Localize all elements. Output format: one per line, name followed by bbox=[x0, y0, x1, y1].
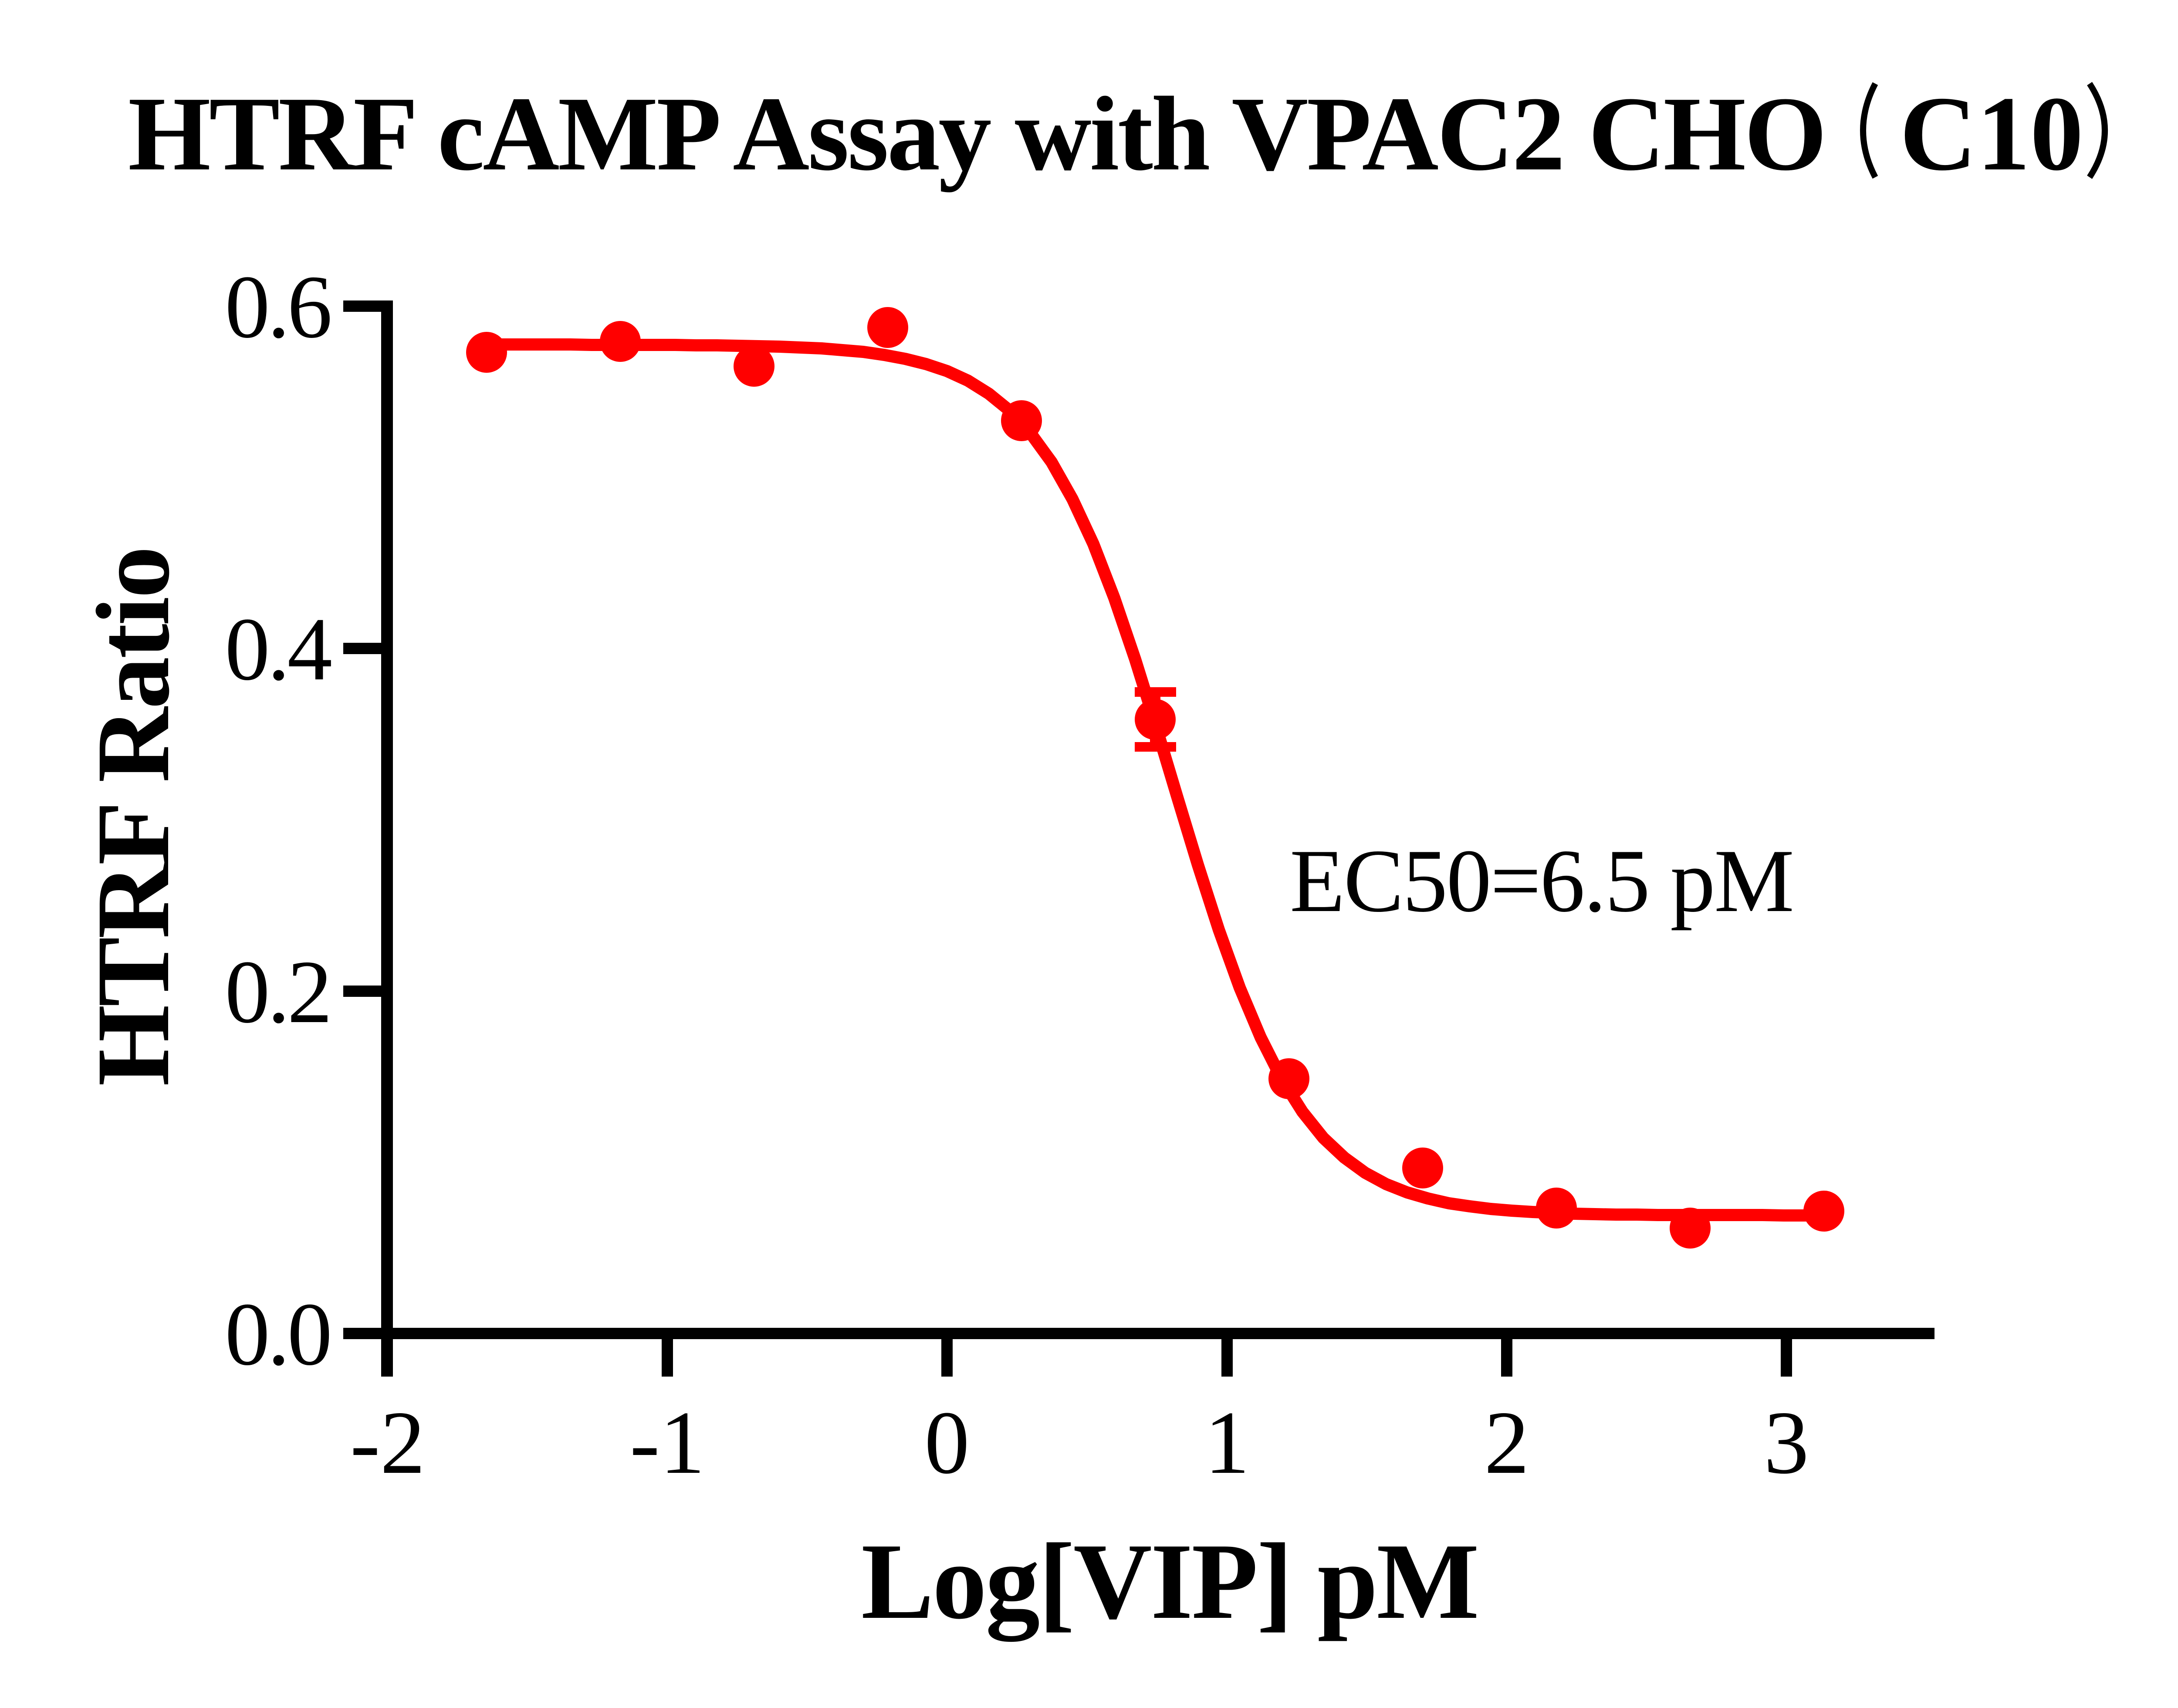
svg-text:EC50=6.5 pM: EC50=6.5 pM bbox=[1290, 831, 1794, 931]
svg-text:0.2: 0.2 bbox=[225, 942, 330, 1042]
svg-text:-2: -2 bbox=[350, 1393, 425, 1492]
svg-text:3: 3 bbox=[1764, 1393, 1809, 1492]
svg-text:HTRF cAMP Assay with VPAC2 CHO: HTRF cAMP Assay with VPAC2 CHO bbox=[128, 75, 1827, 192]
svg-text:0.4: 0.4 bbox=[225, 599, 331, 699]
svg-text:2: 2 bbox=[1484, 1393, 1529, 1492]
svg-text:HTRF Ratio: HTRF Ratio bbox=[75, 546, 191, 1086]
svg-text:1: 1 bbox=[1204, 1393, 1250, 1492]
svg-text:0.0: 0.0 bbox=[225, 1284, 330, 1384]
svg-text:-1: -1 bbox=[630, 1393, 705, 1492]
svg-text:Log[VIP] pM: Log[VIP] pM bbox=[861, 1521, 1479, 1642]
svg-text:0.6: 0.6 bbox=[225, 257, 330, 357]
svg-text:C10: C10 bbox=[1900, 74, 2083, 192]
svg-text:0: 0 bbox=[924, 1393, 970, 1492]
